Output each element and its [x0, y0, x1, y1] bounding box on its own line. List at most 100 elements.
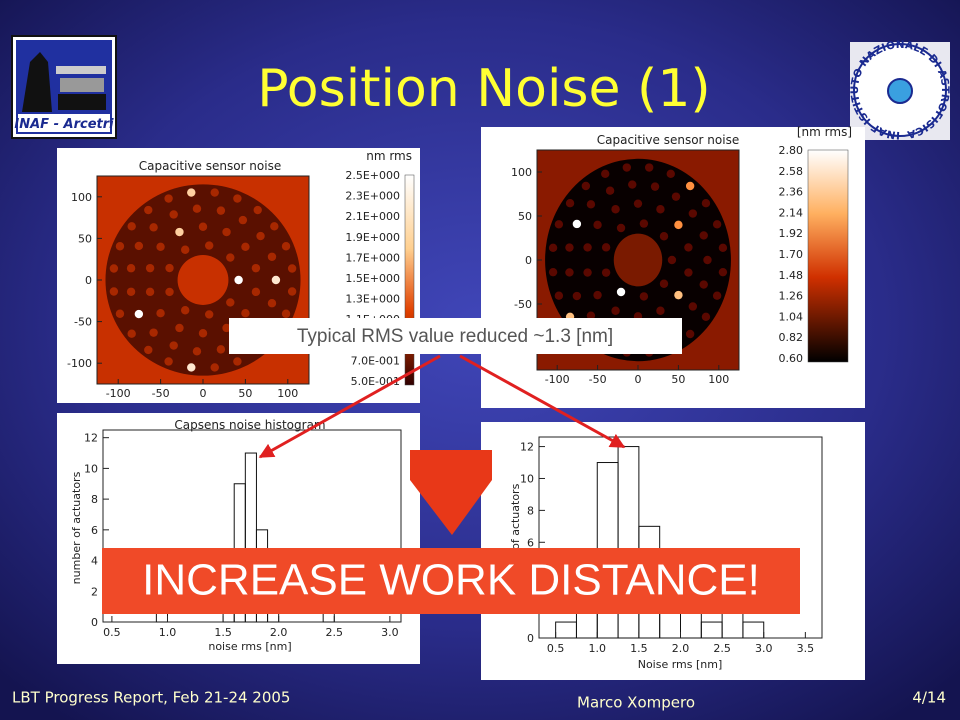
logo-left-text: INAF - Arcetri: [14, 117, 114, 132]
actuator: [281, 242, 291, 251]
actuator: [127, 329, 136, 338]
y-tick-label: 6: [91, 524, 98, 537]
actuator: [192, 347, 202, 356]
x-tick-label: 0.5: [103, 626, 121, 639]
actuator: [233, 194, 242, 203]
actuator: [605, 186, 615, 195]
colorbar-label: 1.3E+000: [345, 293, 400, 306]
map-center: [613, 233, 663, 287]
y-tick-label: 12: [520, 441, 534, 454]
actuator: [251, 287, 261, 297]
actuator: [644, 163, 654, 172]
colorbar-label: 2.80: [779, 144, 804, 157]
actuator: [718, 243, 728, 253]
actuator: [622, 163, 632, 172]
x-tick-label: 0: [635, 373, 642, 386]
x-tick-label: 2.0: [270, 626, 288, 639]
actuator: [251, 263, 261, 273]
actuator: [198, 222, 208, 231]
actuator: [659, 279, 669, 288]
actuator: [238, 215, 248, 225]
histogram-bar: [742, 621, 765, 639]
actuator: [164, 194, 173, 203]
actuator: [144, 345, 153, 355]
banner-text: INCREASE WORK DISTANCE!: [142, 556, 760, 605]
actuator: [671, 192, 681, 201]
actuator: [639, 219, 649, 228]
actuator: [650, 182, 660, 191]
actuator: [164, 357, 173, 366]
colorbar-label: 1.9E+000: [345, 231, 400, 244]
actuator: [165, 263, 174, 273]
colorbar-label: 0.60: [779, 352, 804, 365]
actuator: [565, 243, 574, 252]
y-tick-label: 10: [84, 462, 98, 475]
x-tick-label: -50: [589, 373, 607, 386]
actuator: [180, 306, 190, 315]
actuator: [572, 219, 582, 229]
actuator: [666, 169, 675, 179]
x-axis-label: Noise rms [nm]: [638, 658, 723, 671]
colorbar-label: 2.3E+000: [345, 190, 400, 203]
y-tick-label: -50: [74, 316, 92, 329]
actuator: [267, 299, 277, 308]
actuator: [581, 181, 591, 191]
colorbar: [404, 174, 415, 386]
actuator: [287, 264, 297, 273]
actuator: [685, 329, 695, 339]
actuator: [684, 268, 693, 277]
actuator: [554, 220, 564, 229]
y-tick-label: 6: [527, 536, 534, 549]
actuator: [611, 205, 620, 214]
y-axis-label: number of actuators: [70, 471, 83, 584]
y-tick-label: -50: [514, 298, 532, 311]
logo-left: INAF - Arcetri: [11, 35, 117, 139]
x-tick-label: 2.5: [713, 642, 731, 655]
histogram-title: Capsens noise histogram: [174, 418, 325, 432]
actuator: [659, 232, 669, 241]
actuator: [109, 287, 119, 296]
y-tick-label: 50: [518, 210, 532, 223]
actuator: [156, 308, 165, 318]
actuator: [169, 341, 178, 350]
y-tick-label: 0: [525, 254, 532, 267]
x-tick-label: 0.5: [547, 642, 565, 655]
actuator: [144, 205, 153, 215]
actuator: [187, 363, 196, 372]
actuator: [703, 255, 712, 265]
x-tick-label: -100: [545, 373, 570, 386]
x-tick-label: -50: [152, 387, 170, 400]
actuator: [712, 291, 722, 300]
y-tick-label: 10: [520, 472, 534, 485]
actuator: [287, 287, 297, 296]
actuator: [134, 241, 144, 251]
actuator: [699, 231, 708, 240]
y-tick-label: 4: [91, 555, 98, 568]
colorbar-label: 1.5E+000: [345, 272, 400, 285]
actuator: [271, 275, 281, 285]
logo-right: INAF ISTITUTO NAZIONALE DI ASTROFISICA: [849, 39, 951, 141]
actuator: [192, 204, 202, 213]
actuator: [270, 222, 279, 231]
colorbar-label: 1.7E+000: [345, 251, 400, 264]
actuator: [149, 223, 158, 232]
actuator: [674, 220, 683, 230]
actuator: [145, 263, 155, 273]
actuator: [165, 287, 174, 297]
colorbar-label: 0.82: [779, 331, 804, 344]
x-tick-label: 50: [671, 373, 685, 386]
actuator: [281, 309, 291, 318]
actuator: [548, 243, 558, 253]
actuator: [127, 222, 136, 231]
actuator: [126, 264, 136, 273]
actuator: [586, 200, 596, 209]
actuator: [593, 290, 602, 300]
x-tick-label: 2.0: [672, 642, 690, 655]
x-tick-label: 0: [200, 387, 207, 400]
actuator: [226, 253, 235, 262]
x-tick-label: 2.5: [326, 626, 344, 639]
x-tick-label: 50: [238, 387, 252, 400]
